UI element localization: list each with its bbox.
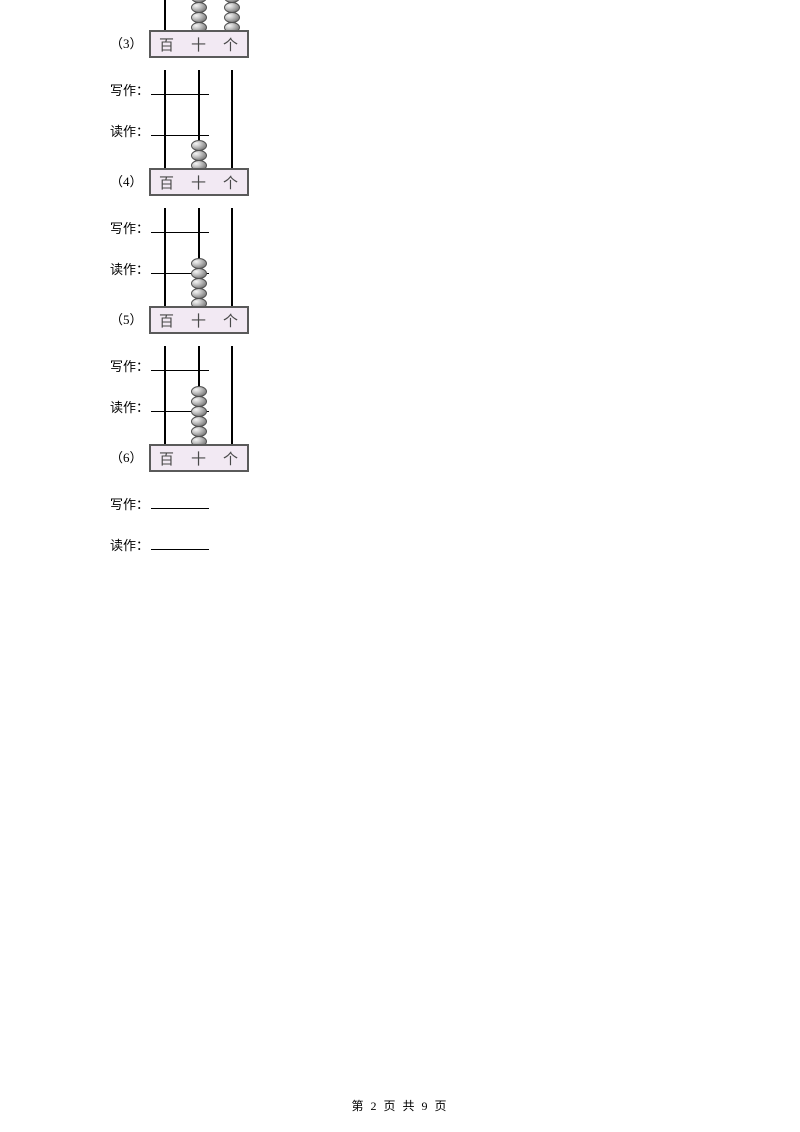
label-ones: 个	[215, 34, 247, 55]
write-line: 写作：	[110, 494, 690, 513]
read-label: 读作：	[110, 535, 149, 554]
write-label: 写作：	[110, 218, 149, 237]
rod-hundreds	[164, 346, 166, 446]
rod-ones	[231, 208, 233, 308]
label-ones: 个	[215, 448, 247, 469]
abacus-base: 百 十 个	[149, 30, 249, 58]
rod-tens	[198, 70, 200, 170]
label-tens: 十	[183, 34, 215, 55]
write-label: 写作：	[110, 356, 149, 375]
abacus-row: （6） 百 十 个	[110, 444, 690, 472]
abacus-base: 百 十 个	[149, 306, 249, 334]
abacus-diagram: 百 十 个	[149, 444, 249, 472]
label-hundreds: 百	[151, 310, 183, 331]
read-blank[interactable]	[151, 536, 209, 550]
question-block: （6） 百 十 个 写作： 读作：	[110, 444, 690, 554]
abacus-rods	[149, 70, 249, 170]
read-label: 读作：	[110, 259, 149, 278]
abacus-diagram: 百 十 个	[149, 168, 249, 196]
abacus-base: 百 十 个	[149, 168, 249, 196]
label-hundreds: 百	[151, 34, 183, 55]
label-hundreds: 百	[151, 172, 183, 193]
write-label: 写作：	[110, 494, 149, 513]
abacus-rods	[149, 0, 249, 32]
rod-ones	[231, 70, 233, 170]
label-tens: 十	[183, 448, 215, 469]
label-tens: 十	[183, 172, 215, 193]
question-number: （5）	[110, 309, 143, 334]
rod-tens	[198, 0, 200, 32]
question-number: （6）	[110, 447, 143, 472]
rod-hundreds	[164, 70, 166, 170]
read-line: 读作：	[110, 535, 690, 554]
read-label: 读作：	[110, 121, 149, 140]
write-blank[interactable]	[151, 495, 209, 509]
abacus-diagram: 百 十 个	[149, 306, 249, 334]
write-label: 写作：	[110, 80, 149, 99]
abacus-row: （5） 百 十 个	[110, 306, 690, 334]
label-ones: 个	[215, 172, 247, 193]
rod-tens	[198, 208, 200, 308]
worksheet-content: （3） 百 十 个 写作： 读作： （	[110, 30, 690, 554]
abacus-rods	[149, 346, 249, 446]
label-hundreds: 百	[151, 448, 183, 469]
rod-tens	[198, 346, 200, 446]
read-label: 读作：	[110, 397, 149, 416]
rod-hundreds	[164, 0, 166, 32]
label-ones: 个	[215, 310, 247, 331]
label-tens: 十	[183, 310, 215, 331]
rod-hundreds	[164, 208, 166, 308]
rod-ones	[231, 346, 233, 446]
abacus-row: （3） 百 十 个	[110, 30, 690, 58]
abacus-rods	[149, 208, 249, 308]
page-footer: 第 2 页 共 9 页	[0, 1097, 800, 1114]
rod-ones	[231, 0, 233, 32]
abacus-row: （4） 百 十 个	[110, 168, 690, 196]
question-number: （4）	[110, 171, 143, 196]
question-number: （3）	[110, 33, 143, 58]
abacus-base: 百 十 个	[149, 444, 249, 472]
abacus-diagram: 百 十 个	[149, 30, 249, 58]
